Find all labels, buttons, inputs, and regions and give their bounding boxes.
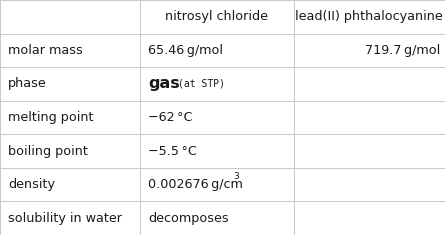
Text: nitrosyl chloride: nitrosyl chloride <box>166 10 268 23</box>
Text: 719.7 g/mol: 719.7 g/mol <box>365 44 441 57</box>
Text: density: density <box>8 178 55 191</box>
Text: 65.46 g/mol: 65.46 g/mol <box>148 44 223 57</box>
Text: molar mass: molar mass <box>8 44 83 57</box>
Text: 3: 3 <box>234 172 239 181</box>
Text: phase: phase <box>8 77 47 90</box>
Text: solubility in water: solubility in water <box>8 212 122 225</box>
Text: −5.5 °C: −5.5 °C <box>148 145 197 158</box>
Text: (at STP): (at STP) <box>178 79 226 89</box>
Text: lead(II) phthalocyanine: lead(II) phthalocyanine <box>295 10 443 23</box>
Text: 0.002676 g/cm: 0.002676 g/cm <box>148 178 243 191</box>
Text: gas: gas <box>148 76 180 91</box>
Text: −62 °C: −62 °C <box>148 111 193 124</box>
Text: melting point: melting point <box>8 111 93 124</box>
Text: decomposes: decomposes <box>148 212 229 225</box>
Text: boiling point: boiling point <box>8 145 88 158</box>
